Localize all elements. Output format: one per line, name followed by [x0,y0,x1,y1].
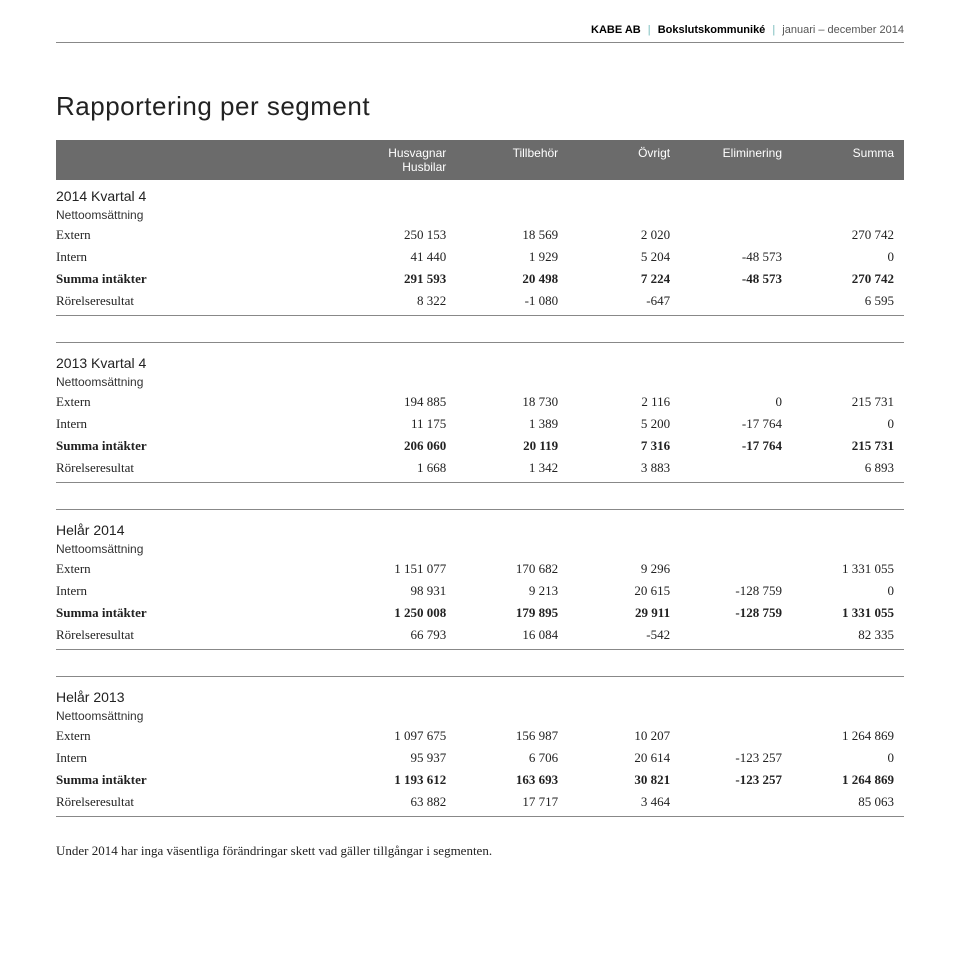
table-row: Intern 11 175 1 389 5 200 -17 764 0 [56,413,904,435]
page-header: KABE AB | Bokslutskommuniké | januari – … [56,24,904,43]
nettoomsattning-label: Nettoomsättning [56,540,904,558]
table-row: Rörelseresultat 8 322 -1 080 -647 6 595 [56,290,904,316]
col-blank [56,140,344,180]
header-sep-1: | [648,24,651,36]
header-doctype: Bokslutskommuniké [658,24,766,36]
segment-table-helar-2014: Helår 2014 Nettoomsättning Extern 1 151 … [56,514,904,650]
segment-table-q4-2013: 2013 Kvartal 4 Nettoomsättning Extern 19… [56,347,904,483]
table-row: Intern 41 440 1 929 5 204 -48 573 0 [56,246,904,268]
table-row: Intern 95 937 6 706 20 614 -123 257 0 [56,747,904,769]
segment-table-q4-2014: Husvagnar Husbilar Tillbehör Övrigt Elim… [56,140,904,316]
col-eliminering: Eliminering [680,140,792,180]
table-row: Rörelseresultat 1 668 1 342 3 883 6 893 [56,457,904,483]
table-row: Summa intäkter 291 593 20 498 7 224 -48 … [56,268,904,290]
footnote: Under 2014 har inga väsentliga förändrin… [56,843,904,859]
nettoomsattning-label: Nettoomsättning [56,373,904,391]
table-row: Extern 250 153 18 569 2 020 270 742 [56,224,904,246]
col-summa: Summa [792,140,904,180]
block-q4-2013: 2013 Kvartal 4 Nettoomsättning Extern 19… [56,342,904,483]
section-title-q4-2014: 2014 Kvartal 4 [56,180,904,206]
nettoomsattning-label: Nettoomsättning [56,206,904,224]
col-tillbehor: Tillbehör [456,140,568,180]
col-husvagnar: Husvagnar Husbilar [344,140,456,180]
header-period: januari – december 2014 [782,24,904,36]
table-row: Summa intäkter 1 193 612 163 693 30 821 … [56,769,904,791]
section-title-helar-2014: Helår 2014 [56,514,904,540]
table-row: Extern 1 097 675 156 987 10 207 1 264 86… [56,725,904,747]
section-title-q4-2013: 2013 Kvartal 4 [56,347,904,373]
table-row: Extern 194 885 18 730 2 116 0 215 731 [56,391,904,413]
block-helar-2013: Helår 2013 Nettoomsättning Extern 1 097 … [56,676,904,817]
col-ovrigt: Övrigt [568,140,680,180]
table-row: Summa intäkter 1 250 008 179 895 29 911 … [56,602,904,624]
block-helar-2014: Helår 2014 Nettoomsättning Extern 1 151 … [56,509,904,650]
table-row: Intern 98 931 9 213 20 615 -128 759 0 [56,580,904,602]
nettoomsattning-label: Nettoomsättning [56,707,904,725]
section-title-helar-2013: Helår 2013 [56,681,904,707]
table-row: Rörelseresultat 66 793 16 084 -542 82 33… [56,624,904,650]
header-company: KABE AB [591,24,641,36]
table-row: Rörelseresultat 63 882 17 717 3 464 85 0… [56,791,904,817]
column-header-row: Husvagnar Husbilar Tillbehör Övrigt Elim… [56,140,904,180]
table-row: Extern 1 151 077 170 682 9 296 1 331 055 [56,558,904,580]
header-sep-2: | [772,24,775,36]
page-title: Rapportering per segment [56,91,904,122]
segment-table-helar-2013: Helår 2013 Nettoomsättning Extern 1 097 … [56,681,904,817]
table-row: Summa intäkter 206 060 20 119 7 316 -17 … [56,435,904,457]
